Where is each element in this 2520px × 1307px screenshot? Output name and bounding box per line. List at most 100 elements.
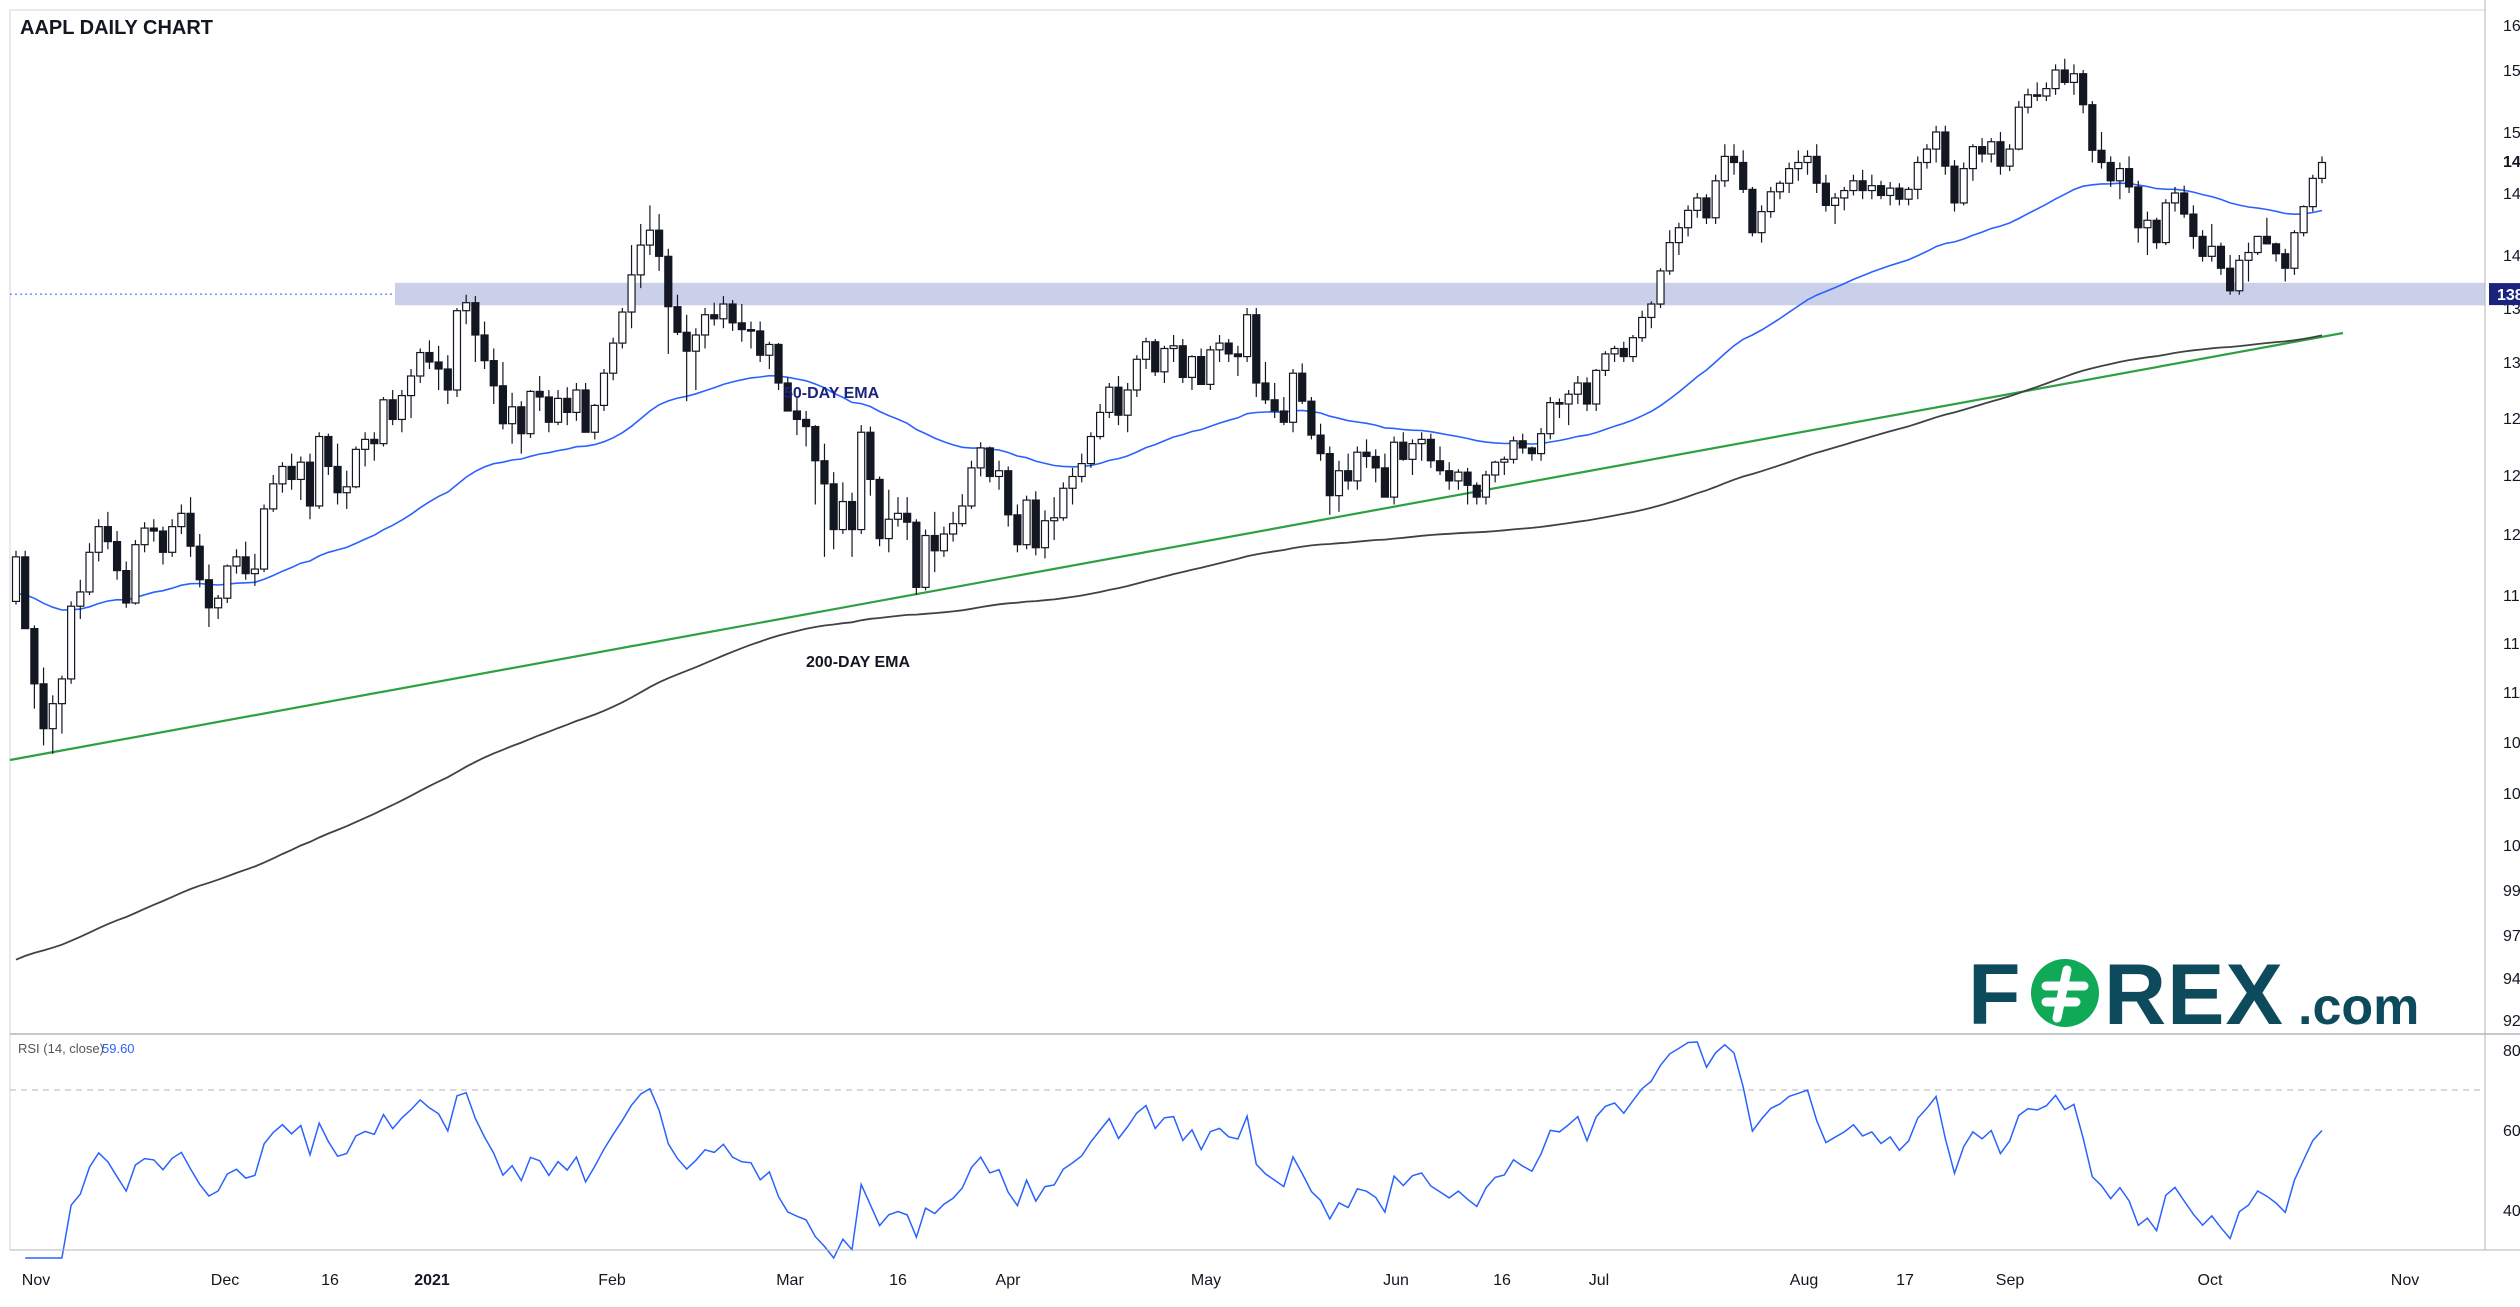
candle-body-down bbox=[1307, 400, 1316, 436]
candle-body-down bbox=[802, 418, 811, 428]
plot-frame bbox=[9, 9, 2486, 1251]
candle bbox=[397, 390, 406, 433]
candle bbox=[967, 460, 976, 509]
candle bbox=[204, 564, 214, 627]
candle-body-up bbox=[1720, 155, 1729, 182]
candle bbox=[1867, 174, 1876, 200]
candle-body-up bbox=[1886, 187, 1895, 197]
candle-body-up bbox=[691, 334, 700, 352]
candle-body-down bbox=[544, 396, 553, 423]
candle bbox=[1491, 460, 1500, 483]
candle-body-down bbox=[186, 512, 195, 547]
candle bbox=[1536, 427, 1546, 461]
candle bbox=[903, 497, 912, 541]
candle bbox=[103, 511, 112, 550]
candle-body-up bbox=[700, 314, 710, 336]
candle-body-down bbox=[1399, 441, 1408, 460]
candle-body-up bbox=[526, 390, 535, 435]
candle-body-up bbox=[1638, 316, 1647, 339]
candle bbox=[1932, 125, 1941, 163]
candle bbox=[1224, 339, 1233, 362]
candle bbox=[57, 675, 67, 734]
candle-body-down bbox=[287, 465, 296, 481]
candle-body-down bbox=[2189, 213, 2198, 238]
candle-body-up bbox=[2244, 251, 2253, 261]
candle bbox=[1206, 345, 1215, 390]
candle-body-up bbox=[1059, 487, 1068, 519]
candle-body-down bbox=[324, 435, 333, 468]
candle bbox=[581, 383, 590, 433]
candle-body-down bbox=[1445, 470, 1454, 482]
candle bbox=[1270, 383, 1279, 418]
candle-body-up bbox=[1417, 438, 1426, 445]
candle-body-up bbox=[2023, 94, 2033, 108]
candle bbox=[1720, 144, 1729, 187]
candle bbox=[829, 472, 838, 550]
candle bbox=[1812, 144, 1821, 193]
candle-body-up bbox=[2299, 206, 2308, 234]
candle-body-up bbox=[416, 351, 425, 377]
candle-body-down bbox=[1197, 356, 1206, 386]
candle bbox=[2189, 205, 2198, 249]
candle-body-down bbox=[241, 556, 250, 575]
candle-body-down bbox=[1178, 345, 1187, 378]
candle bbox=[994, 460, 1004, 490]
price-tick-label: 97.00 bbox=[2503, 928, 2520, 945]
candle bbox=[223, 564, 232, 603]
level-badge bbox=[2489, 283, 2520, 306]
candle-body-down bbox=[370, 438, 379, 445]
candle-body-up bbox=[939, 533, 949, 552]
candle-body-up bbox=[2005, 148, 2014, 167]
candle-body-up bbox=[1564, 393, 1573, 405]
candle-body-down bbox=[195, 545, 204, 581]
candle-body-down bbox=[149, 527, 158, 532]
candle-body-up bbox=[1794, 161, 1803, 170]
candle bbox=[1334, 460, 1344, 512]
candle bbox=[2051, 64, 2060, 95]
candle-body-up bbox=[250, 568, 259, 575]
candle bbox=[1426, 433, 1435, 468]
candle bbox=[1077, 453, 1086, 483]
candle-body-up bbox=[1169, 345, 1178, 350]
candle-body-up bbox=[2253, 235, 2262, 254]
candle-body-up bbox=[1242, 314, 1252, 358]
candle bbox=[2097, 132, 2106, 169]
candle-body-down bbox=[1151, 341, 1160, 373]
candle bbox=[1114, 376, 1123, 426]
candle bbox=[131, 540, 140, 605]
candle-body-down bbox=[1582, 382, 1592, 405]
candle-body-up bbox=[609, 342, 618, 374]
candle-body-up bbox=[2290, 232, 2299, 269]
candle bbox=[112, 531, 122, 580]
candle bbox=[471, 296, 480, 362]
candle bbox=[645, 205, 655, 255]
candle-body-up bbox=[1123, 389, 1132, 416]
rsi-tick-label: 80.00 bbox=[2503, 1043, 2520, 1060]
candle bbox=[682, 314, 691, 402]
candle-body-up bbox=[958, 505, 967, 525]
price-tick-label: 117.00 bbox=[2503, 588, 2520, 605]
candle bbox=[2161, 199, 2170, 246]
candle bbox=[948, 511, 958, 542]
candle-body-up bbox=[1757, 211, 1766, 234]
candle-body-up bbox=[618, 311, 627, 344]
candle-body-down bbox=[1463, 471, 1472, 486]
candle bbox=[1141, 337, 1151, 369]
candle bbox=[1399, 432, 1408, 461]
candle-body-up bbox=[67, 605, 76, 680]
candle bbox=[250, 553, 259, 586]
candle-body-down bbox=[204, 579, 214, 609]
rsi-value: 59.60 bbox=[102, 1041, 135, 1056]
candle-body-down bbox=[103, 526, 112, 543]
candle-body-up bbox=[921, 534, 930, 588]
candle bbox=[2115, 162, 2124, 200]
candle bbox=[838, 482, 847, 534]
candle-body-up bbox=[1105, 386, 1114, 414]
price-tick-label: 129.00 bbox=[2503, 411, 2520, 428]
candle bbox=[1895, 183, 1904, 206]
candle bbox=[168, 519, 177, 557]
candle bbox=[1050, 497, 1059, 541]
candle-body-down bbox=[1729, 155, 1739, 164]
candle-body-up bbox=[765, 343, 774, 356]
